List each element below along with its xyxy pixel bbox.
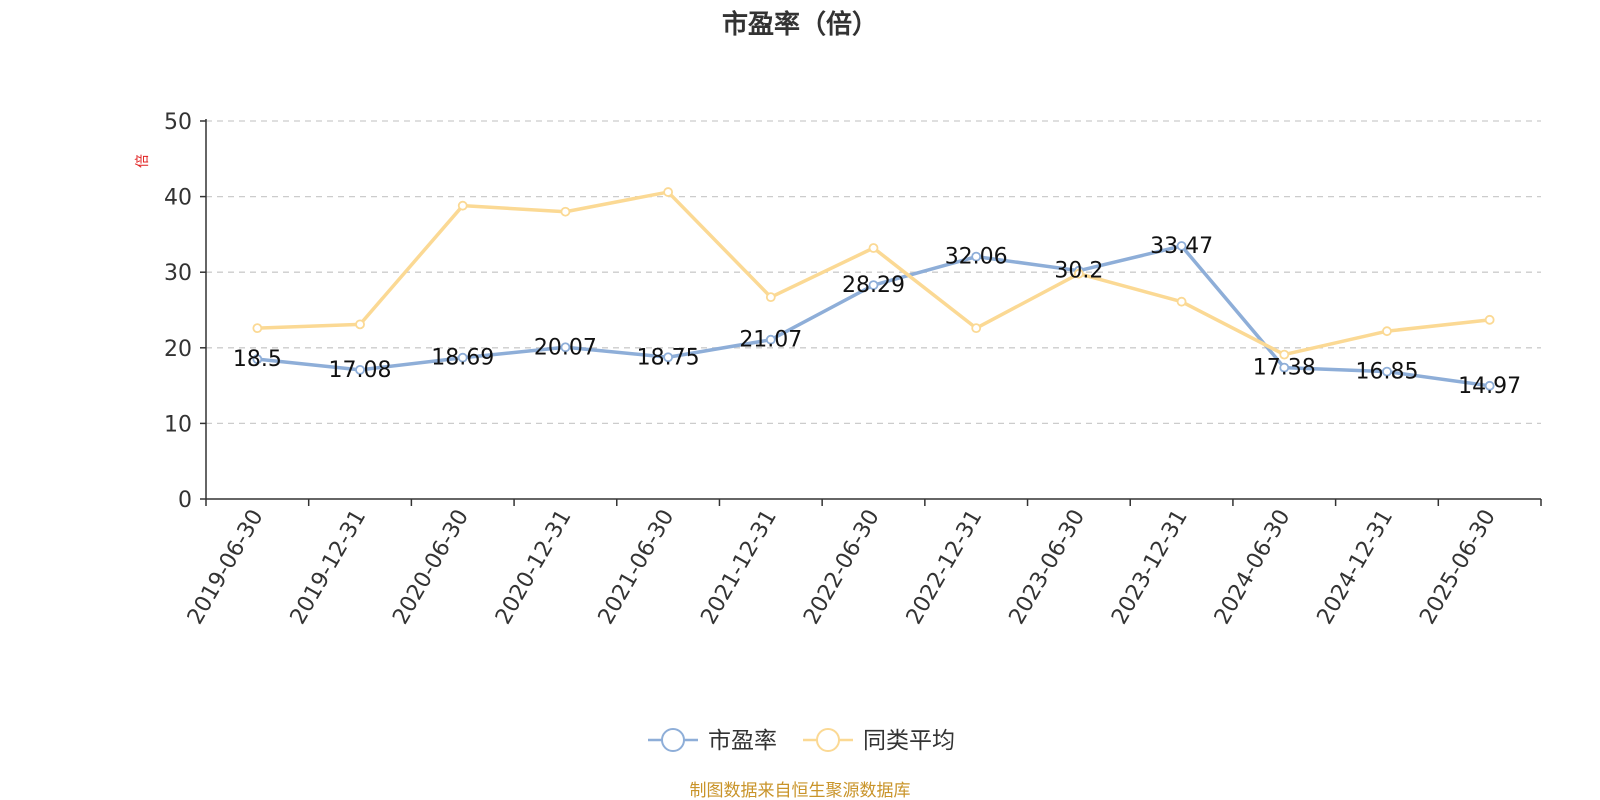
x-tick-label-2025-06-30: 2025-06-30: [1415, 506, 1501, 629]
x-tick-label-2021-12-31: 2021-12-31: [696, 506, 782, 629]
point-同类平均-2024-12-31: [1382, 326, 1392, 337]
x-tick-label-2021-06-30: 2021-06-30: [594, 506, 680, 629]
data-label-2023-06-30: 30.2: [1054, 259, 1103, 284]
legend-marker-同类平均: [816, 728, 840, 752]
point-市盈率-2020-06-30: [457, 352, 468, 363]
series-layer: [252, 187, 1495, 391]
point-同类平均-2022-12-31: [971, 323, 982, 334]
point-市盈率-2022-12-31: [971, 251, 982, 262]
y-axis-unit-label: 倍: [135, 154, 151, 168]
point-市盈率-2023-12-31: [1176, 241, 1187, 251]
data-label-2025-06-30: 14.97: [1458, 374, 1521, 399]
legend-marker-市盈率: [661, 728, 685, 752]
y-tick-label-20: 20: [164, 337, 192, 362]
source-footnote: 制图数据来自恒生聚源数据库: [690, 781, 911, 800]
data-labels: 18.5 17.08 18.69 20.07 18.75 21.07 28.29 32.06 3…: [233, 234, 1521, 399]
point-同类平均-2025-06-30: [1484, 314, 1495, 325]
point-同类平均-2020-06-30: [457, 200, 468, 211]
legend: 市盈率 同类平均: [648, 728, 955, 754]
data-label-2019-12-31: 17.08: [329, 358, 392, 383]
point-市盈率-2025-06-30: [1484, 380, 1495, 391]
y-tick-label-30: 30: [164, 261, 192, 286]
data-label-2024-12-31: 16.85: [1355, 360, 1418, 385]
point-同类平均-2019-12-31: [355, 319, 365, 330]
point-市盈率-2022-06-30: [868, 280, 879, 291]
point-同类平均-2020-12-31: [560, 206, 571, 217]
legend-label-同类平均: 同类平均: [863, 728, 955, 754]
point-市盈率-2019-12-31: [355, 364, 365, 375]
x-tick-label-2022-12-31: 2022-12-31: [902, 506, 988, 629]
point-同类平均-2024-06-30: [1279, 349, 1290, 360]
y-tick-label-40: 40: [164, 186, 192, 211]
data-label-2022-06-30: 28.29: [842, 273, 905, 298]
x-tick-label-2020-06-30: 2020-06-30: [388, 506, 474, 629]
point-同类平均-2023-12-31: [1176, 296, 1187, 307]
data-label-2020-12-31: 20.07: [534, 335, 597, 360]
data-label-2023-12-31: 33.47: [1150, 234, 1213, 259]
data-label-2022-12-31: 32.06: [945, 245, 1008, 270]
y-tick-label-0: 0: [178, 488, 192, 513]
legend-label-市盈率: 市盈率: [708, 728, 777, 754]
x-tick-labels: 2019-06-30 2019-12-31 2020-06-30 2020-12-31…: [183, 506, 1501, 629]
x-tick-label-2022-06-30: 2022-06-30: [799, 506, 885, 629]
x-tick-label-2023-06-30: 2023-06-30: [1005, 506, 1091, 629]
y-tick-labels: 0 10 20 30 40 50: [164, 110, 192, 513]
point-市盈率-2021-06-30: [663, 352, 674, 363]
point-市盈率-2019-06-30: [252, 354, 263, 365]
point-市盈率-2024-12-31: [1382, 366, 1392, 377]
data-label-2019-06-30: 18.5: [233, 347, 282, 372]
point-同类平均-2019-06-30: [252, 323, 263, 334]
legend-item-同类平均: 同类平均: [803, 728, 955, 754]
data-label-2021-06-30: 18.75: [637, 345, 700, 370]
x-tick-label-2024-12-31: 2024-12-31: [1313, 506, 1399, 629]
data-label-2024-06-30: 17.38: [1253, 356, 1316, 381]
data-label-2021-12-31: 21.07: [739, 328, 802, 353]
point-同类平均-2022-06-30: [868, 243, 879, 253]
y-tick-label-50: 50: [164, 110, 192, 135]
x-tick-label-2024-06-30: 2024-06-30: [1210, 506, 1296, 629]
x-tick-label-2023-12-31: 2023-12-31: [1107, 506, 1193, 629]
x-tick-label-2019-12-31: 2019-12-31: [286, 506, 372, 629]
point-市盈率-2024-06-30: [1279, 362, 1290, 373]
series-同类平均: [252, 187, 1495, 360]
point-同类平均-2023-06-30: [1073, 268, 1084, 279]
point-同类平均-2021-12-31: [765, 292, 776, 303]
point-市盈率-2020-12-31: [560, 342, 571, 353]
point-市盈率-2021-12-31: [765, 334, 776, 345]
data-label-2020-06-30: 18.69: [431, 346, 494, 371]
chart-title: 市盈率（倍）: [722, 9, 878, 40]
axes: [200, 119, 1542, 506]
x-tick-label-2020-12-31: 2020-12-31: [491, 506, 577, 629]
legend-item-市盈率: 市盈率: [648, 728, 777, 754]
y-tick-label-10: 10: [164, 412, 192, 437]
x-tick-label-2019-06-30: 2019-06-30: [183, 506, 269, 629]
point-同类平均-2021-06-30: [663, 187, 674, 197]
